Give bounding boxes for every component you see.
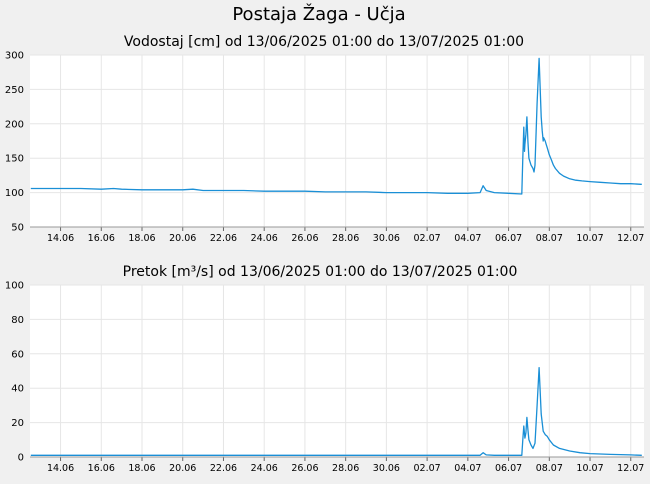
- x-tick-label: 06.07: [495, 233, 522, 244]
- y-tick-label: 300: [5, 51, 24, 62]
- y-tick-label: 200: [5, 119, 24, 130]
- x-tick-label: 30.06: [373, 463, 400, 474]
- y-tick-label: 150: [5, 154, 24, 165]
- chart-title-vodostaj: Vodostaj [cm] od 13/06/2025 01:00 do 13/…: [124, 34, 524, 50]
- chart-title-pretok: Pretok [m³/s] od 13/06/2025 01:00 do 13/…: [123, 264, 518, 280]
- x-tick-label: 20.06: [169, 233, 196, 244]
- x-tick-label: 14.06: [47, 233, 74, 244]
- x-tick-label: 18.06: [128, 463, 155, 474]
- x-tick-label: 16.06: [88, 463, 115, 474]
- x-tick-label: 26.06: [291, 463, 318, 474]
- x-tick-label: 18.06: [128, 233, 155, 244]
- page-title: Postaja Žaga - Učja: [232, 3, 405, 25]
- y-tick-label: 250: [5, 85, 24, 96]
- series-line-vodostaj: [30, 57, 642, 195]
- x-tick-label: 02.07: [414, 233, 441, 244]
- x-tick-label: 20.06: [169, 463, 196, 474]
- x-tick-label: 04.07: [454, 233, 481, 244]
- y-tick-label: 100: [5, 281, 24, 292]
- x-tick-label: 24.06: [251, 233, 278, 244]
- x-tick-label: 24.06: [251, 463, 278, 474]
- y-tick-label: 50: [11, 223, 24, 234]
- y-tick-label: 20: [11, 418, 24, 429]
- chart-vodostaj: 50 100 150 200 250 300 14.06 16.06 18.06 20.06 22.…: [5, 51, 644, 245]
- x-tick-label: 28.06: [332, 463, 359, 474]
- y-tick-label: 100: [5, 188, 24, 199]
- series-line-pretok: [30, 366, 642, 456]
- x-tick-label: 16.06: [88, 233, 115, 244]
- x-tick-label: 22.06: [210, 463, 237, 474]
- x-tick-label: 02.07: [414, 463, 441, 474]
- x-tick-label: 08.07: [536, 233, 563, 244]
- y-tick-label: 60: [11, 349, 24, 360]
- y-tick-label: 80: [11, 315, 24, 326]
- x-tick-label: 30.06: [373, 233, 400, 244]
- y-tick-label: 40: [11, 384, 24, 395]
- x-tick-label: 04.07: [454, 463, 481, 474]
- x-tick-label: 10.07: [576, 463, 603, 474]
- x-tick-label: 06.07: [495, 463, 522, 474]
- x-tick-label: 14.06: [47, 463, 74, 474]
- x-tick-label: 10.07: [576, 233, 603, 244]
- x-tick-label: 26.06: [291, 233, 318, 244]
- x-tick-label: 22.06: [210, 233, 237, 244]
- x-tick-label: 12.07: [617, 463, 644, 474]
- x-tick-label: 28.06: [332, 233, 359, 244]
- x-tick-label: 12.07: [617, 233, 644, 244]
- plot-area-vodostaj: [30, 55, 644, 227]
- x-tick-label: 08.07: [536, 463, 563, 474]
- chart-pretok: 0 20 40 60 80 100 14.06 16.06 18.06 20.06 22.06 24.…: [5, 281, 644, 475]
- y-tick-label: 0: [18, 453, 24, 464]
- plot-area-pretok: [30, 285, 644, 457]
